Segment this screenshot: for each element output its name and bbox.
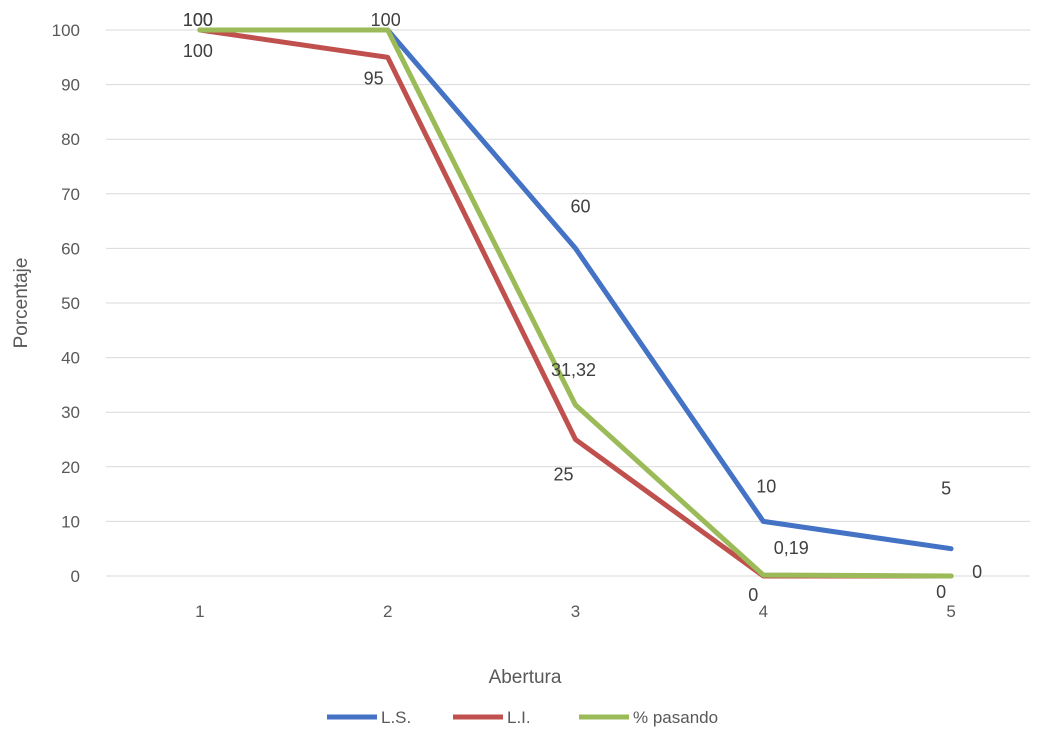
legend-label: % pasando (633, 708, 718, 727)
data-label: 10 (756, 476, 776, 496)
y-axis-title: Porcentaje (11, 258, 32, 349)
x-tick-label: 1 (195, 602, 204, 621)
data-label: 100 (183, 10, 213, 30)
y-tick-label: 20 (61, 458, 80, 477)
y-tick-label: 90 (61, 76, 80, 95)
data-label: 0,19 (774, 538, 809, 558)
series-line (197, 27, 954, 552)
data-label: 5 (941, 479, 951, 499)
gridlines (106, 29, 1030, 577)
data-label: 25 (553, 465, 573, 485)
series-lines (197, 27, 954, 579)
data-label: 0 (748, 585, 758, 605)
legend-label: L.I. (507, 708, 531, 727)
data-label: 100 (183, 41, 213, 61)
x-axis-title: Abertura (489, 667, 562, 688)
legend-item: % pasando (579, 708, 718, 727)
legend-item: L.S. (327, 708, 411, 727)
x-axis-ticks: 1 2 3 4 5 (195, 602, 956, 621)
y-tick-label: 80 (61, 130, 80, 149)
data-label: 0 (936, 582, 946, 602)
x-tick-label: 2 (383, 602, 392, 621)
data-label: 100 (183, 10, 213, 30)
x-tick-label: 3 (571, 602, 580, 621)
data-label: 95 (364, 68, 384, 88)
x-tick-label: 4 (759, 602, 768, 621)
legend: L.S. L.I. % pasando (327, 708, 718, 727)
y-tick-label: 60 (61, 239, 80, 258)
y-tick-label: 30 (61, 403, 80, 422)
y-tick-label: 10 (61, 512, 80, 531)
y-tick-label: 100 (52, 21, 80, 40)
y-axis-ticks: 0 10 20 30 40 50 60 70 80 90 100 (52, 21, 80, 586)
y-tick-label: 40 (61, 349, 80, 368)
data-label: 0 (972, 562, 982, 582)
y-tick-label: 70 (61, 185, 80, 204)
data-label: 100 (371, 10, 401, 30)
data-label: 31,32 (551, 360, 596, 380)
series-line (197, 27, 954, 579)
y-tick-label: 50 (61, 294, 80, 313)
x-tick-label: 5 (946, 602, 955, 621)
data-label: 60 (570, 196, 590, 216)
legend-label: L.S. (381, 708, 411, 727)
y-tick-label: 0 (71, 567, 80, 586)
data-labels: 1001006010510095250010010031,320,190 (183, 10, 982, 605)
legend-item: L.I. (453, 708, 531, 727)
